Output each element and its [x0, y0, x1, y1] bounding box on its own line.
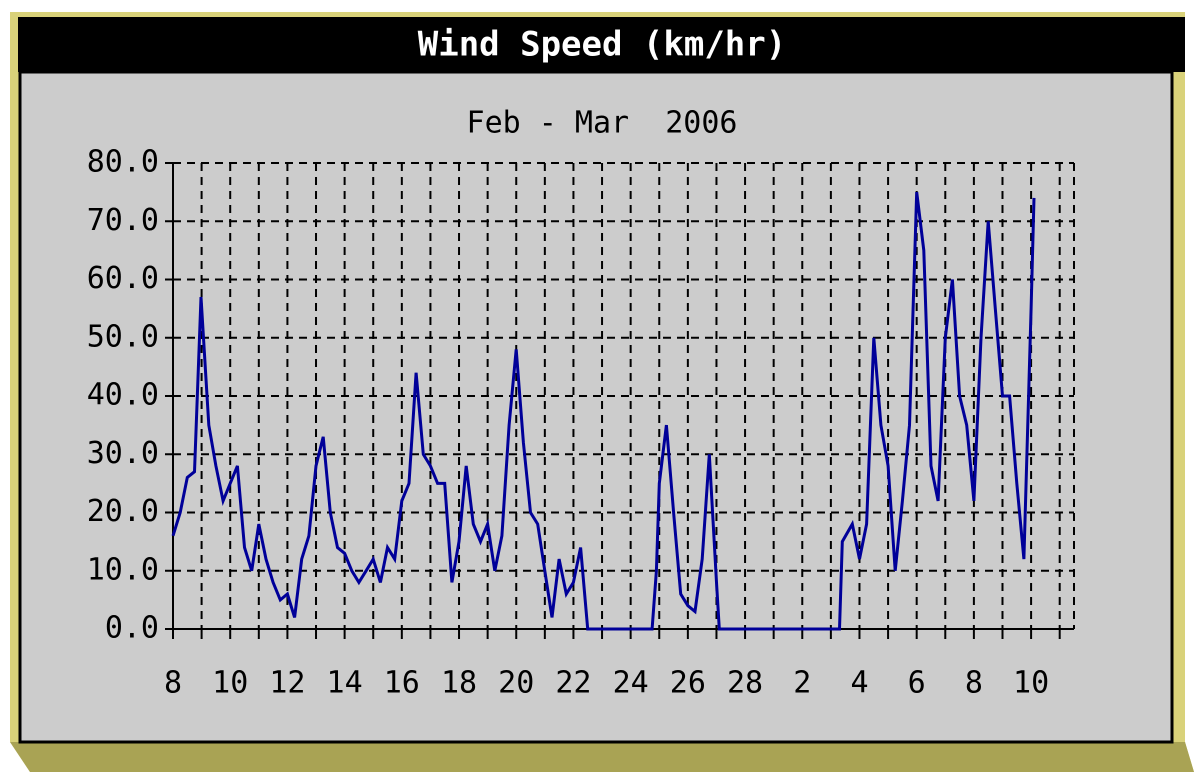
x-tick-label: 6	[908, 666, 926, 701]
x-tick-label: 12	[269, 666, 305, 701]
y-tick-label: 30.0	[87, 436, 159, 471]
x-tick-label: 28	[727, 666, 763, 701]
x-tick-label: 26	[670, 666, 706, 701]
x-tick-label: 10	[212, 666, 248, 701]
y-tick-label: 0.0	[105, 611, 159, 646]
chart-subtitle: Feb - Mar 2006	[467, 106, 738, 141]
x-tick-label: 2	[793, 666, 811, 701]
y-tick-label: 60.0	[87, 261, 159, 296]
x-tick-label: 18	[441, 666, 477, 701]
y-tick-label: 50.0	[87, 319, 159, 354]
frame-shadow	[10, 742, 1194, 772]
y-tick-label: 20.0	[87, 494, 159, 529]
y-tick-label: 80.0	[87, 145, 159, 180]
panel	[18, 70, 1174, 744]
x-tick-label: 14	[327, 666, 363, 701]
x-tick-label: 8	[965, 666, 983, 701]
x-tick-label: 4	[850, 666, 868, 701]
x-tick-label: 22	[555, 666, 591, 701]
y-tick-label: 40.0	[87, 378, 159, 413]
x-tick-label: 10	[1013, 666, 1049, 701]
data-line	[171, 191, 1036, 631]
chart-title: Wind Speed (km/hr)	[418, 25, 786, 65]
y-tick-label: 10.0	[87, 552, 159, 587]
x-tick-label: 24	[613, 666, 649, 701]
x-tick-label: 20	[498, 666, 534, 701]
y-tick-label: 70.0	[87, 203, 159, 238]
x-tick-label: 8	[164, 666, 182, 701]
x-tick-label: 16	[384, 666, 420, 701]
title-bar	[18, 17, 1185, 72]
